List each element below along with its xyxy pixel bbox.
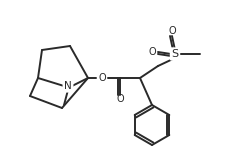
- Text: S: S: [172, 49, 178, 59]
- Text: O: O: [116, 94, 124, 104]
- Text: O: O: [168, 26, 176, 36]
- Text: N: N: [64, 81, 72, 91]
- Text: O: O: [148, 47, 156, 57]
- Text: O: O: [98, 73, 106, 83]
